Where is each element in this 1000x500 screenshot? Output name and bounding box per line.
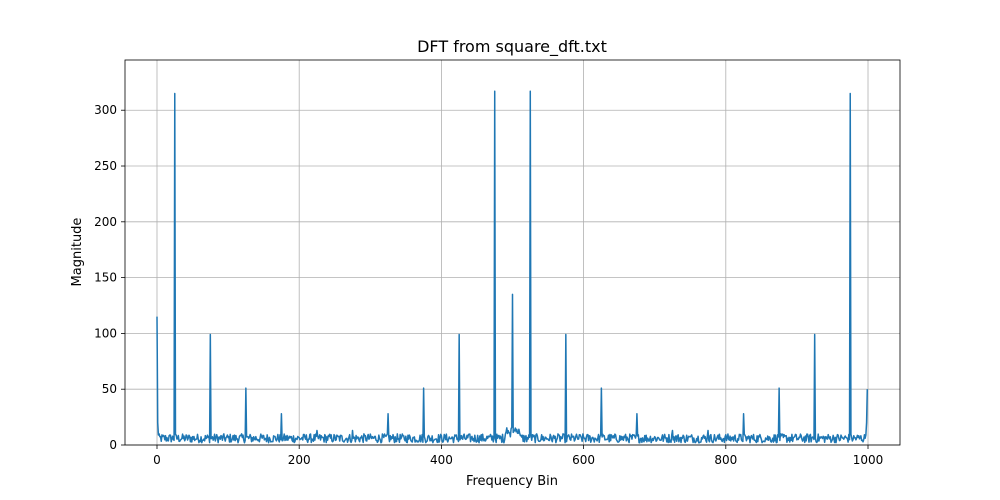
- x-axis-label: Frequency Bin: [466, 474, 558, 489]
- x-axis: 0 200 400 600 800 1000: [153, 445, 883, 467]
- y-axis-label: Magnitude: [70, 218, 85, 287]
- plot-frame: [124, 59, 901, 446]
- dft-magnitude-line: [156, 90, 869, 444]
- y-tick-label: 300: [94, 103, 117, 117]
- x-tick-label: 600: [572, 453, 595, 467]
- x-tick-label: 800: [714, 453, 737, 467]
- x-tick-label: 200: [288, 453, 311, 467]
- x-tick-label: 400: [430, 453, 453, 467]
- y-tick-label: 150: [94, 271, 117, 285]
- y-axis: 0 50 100 150 200 250 300: [94, 103, 125, 452]
- x-tick-label: 1000: [853, 453, 884, 467]
- y-tick-label: 0: [109, 438, 117, 452]
- x-tick-label: 0: [153, 453, 161, 467]
- y-tick-label: 100: [94, 326, 117, 340]
- y-tick-label: 50: [102, 382, 117, 396]
- y-tick-label: 200: [94, 215, 117, 229]
- series-layer: [156, 90, 869, 444]
- y-tick-label: 250: [94, 159, 117, 173]
- chart-title: DFT from square_dft.txt: [417, 37, 607, 57]
